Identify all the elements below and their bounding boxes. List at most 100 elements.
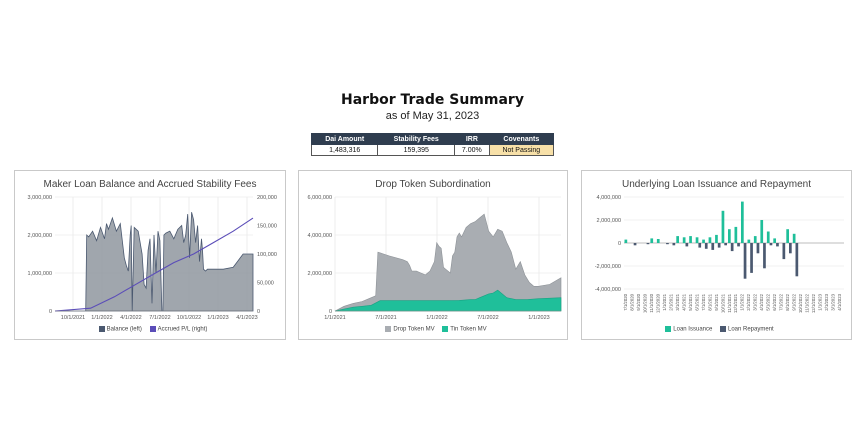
legend-drop-token: Drop Token MV Tin Token MV (299, 326, 567, 333)
chart-panel-loan-issuance: Underlying Loan Issuance and Repayment -… (581, 170, 852, 340)
tin-token-area (334, 289, 562, 312)
issuance-bar (773, 238, 776, 243)
issuance-bar (734, 226, 738, 243)
repayment-bar (769, 243, 773, 246)
x-tick-label: 7/1/2022 (477, 315, 498, 321)
x-tick-label: 1/1/2022 (740, 293, 745, 310)
issuance-bar (766, 231, 770, 243)
page-subtitle: as of May 31, 2023 (385, 110, 480, 122)
repayment-bar (717, 243, 721, 248)
repayment-bar (724, 243, 727, 246)
x-tick-label: 1/1/2023 (207, 315, 228, 321)
x-tick-label: 2/1/2021 (669, 293, 674, 310)
x-tick-label: 1/1/2022 (426, 315, 447, 321)
issuance-bar (624, 239, 628, 243)
x-tick-label: 10/1/2022 (798, 293, 803, 313)
x-tick-label: 1/1/2022 (91, 315, 112, 321)
x-tick-label: 11/1/2021 (727, 293, 732, 312)
legend-label-tin: Tin Token MV (450, 327, 487, 333)
x-tick-label: 7/1/2021 (375, 315, 396, 321)
x-tick-label: 4/1/2021 (681, 293, 686, 310)
x-tick-label: 3/1/2022 (753, 293, 758, 310)
legend-swatch-accrued (149, 326, 156, 333)
x-tick-label: 7/1/2022 (149, 315, 170, 321)
x-tick-label: 4/1/2023 (236, 315, 257, 321)
issuance-bar (708, 237, 712, 244)
legend-label-drop: Drop Token MV (393, 327, 435, 333)
issuance-bar (728, 229, 731, 243)
x-tick-label: 1/1/2021 (662, 293, 667, 310)
repayment-bar (666, 243, 669, 245)
summary-table: Dai Amount Stability Fees IRR Covenants … (310, 133, 555, 156)
chart-title-drop-token: Drop Token Subordination (375, 179, 491, 190)
issuance-bar (702, 239, 705, 243)
x-tick-label: 1/1/2021 (324, 315, 345, 321)
legend-swatch-repayment (720, 326, 726, 333)
summary-value-dai-amount: 1,483,316 (310, 144, 379, 156)
summary-value-stability-fees: 159,395 (377, 144, 456, 156)
x-tick-label: 2/1/2022 (746, 293, 751, 310)
legend-loan-balance: Balance (left) Accrued P/L (right) (15, 326, 285, 333)
x-tick-label: 1/1/2023 (817, 293, 822, 310)
legend-swatch-tin (442, 326, 449, 333)
x-tick-label: 9/1/2020 (636, 293, 641, 310)
issuance-bar (715, 234, 718, 243)
x-tick-label: 10/1/2020 (643, 293, 648, 313)
chart-panel-drop-token: Drop Token Subordination 0 2,000,000 4,000… (298, 170, 568, 340)
repayment-bar (685, 243, 689, 247)
accrued-line (54, 217, 254, 312)
legend-loan-issuance: Loan Issuance Loan Repayment (582, 326, 851, 333)
x-tick-label: 12/1/2020 (656, 293, 661, 313)
summary-header-irr: IRR (454, 133, 490, 145)
repayment-bar (737, 243, 740, 247)
repayment-bar (704, 243, 708, 249)
issuance-bar (689, 236, 692, 243)
x-tick-label: 2/1/2023 (824, 293, 829, 310)
summary-header-stability-fees: Stability Fees (377, 133, 456, 145)
summary-header-dai-amount: Dai Amount (310, 133, 379, 145)
legend-label-issuance: Loan Issuance (673, 327, 713, 333)
summary-value-row: 1,483,316 159,395 7.00% Not Passing (310, 144, 555, 156)
issuance-bar (753, 236, 757, 243)
x-tick-label: 11/1/2020 (649, 293, 654, 312)
issuance-bar (747, 239, 751, 243)
y-left-tick-label: 3,000,000 (28, 195, 52, 201)
repayment-bar (698, 243, 702, 248)
y-tick-label: 0 (329, 309, 332, 315)
x-tick-label: 5/1/2021 (688, 293, 693, 310)
drop-token-area (334, 213, 562, 312)
x-tick-label: 10/1/2021 (61, 315, 85, 321)
issuance-bar (721, 210, 725, 243)
summary-header-row: Dai Amount Stability Fees IRR Covenants (310, 133, 555, 145)
legend-label-repayment: Loan Repayment (728, 327, 774, 333)
drop-token-chart: 0 2,000,000 4,000,000 6,000,000 1/1/2021 7/1/… (308, 195, 562, 321)
repayment-bar (646, 243, 650, 245)
balance-area (55, 212, 254, 312)
x-tick-label: 7/1/2020 (623, 293, 628, 310)
issuance-bar (792, 233, 796, 243)
y-left-tick-label: 0 (49, 309, 52, 315)
repayment-bar (789, 243, 792, 254)
x-tick-label: 8/1/2020 (630, 293, 635, 310)
x-tick-label: 3/1/2023 (830, 293, 835, 310)
x-tick-label: 10/1/2021 (720, 293, 725, 313)
y-tick-label: 2,000,000 (308, 271, 332, 277)
legend-label-balance: Balance (left) (106, 327, 142, 333)
x-tick-label: 12/1/2021 (733, 293, 738, 313)
x-tick-label: 12/1/2022 (811, 293, 816, 313)
issuance-bar (695, 237, 699, 244)
y-right-tick-label: 0 (257, 309, 260, 315)
chart-panel-loan-balance: Maker Loan Balance and Accrued Stability… (14, 170, 286, 340)
issuance-bar (786, 229, 789, 243)
x-tick-label: 6/1/2021 (694, 293, 699, 310)
y-tick-label: -4,000,000 (595, 287, 621, 293)
repayment-bar (711, 243, 715, 250)
page-title: Harbor Trade Summary (341, 92, 524, 108)
summary-value-irr: 7.00% (454, 144, 490, 156)
issuance-bar (650, 238, 654, 243)
loan-balance-chart: 0 1,000,000 2,000,000 3,000,000 0 50,000 100,0… (28, 195, 277, 321)
legend-swatch-balance (98, 326, 105, 333)
legend-label-accrued: Accrued P/L (right) (157, 327, 208, 333)
y-right-tick-label: 50,000 (257, 281, 274, 287)
x-tick-label: 3/1/2021 (675, 293, 680, 310)
